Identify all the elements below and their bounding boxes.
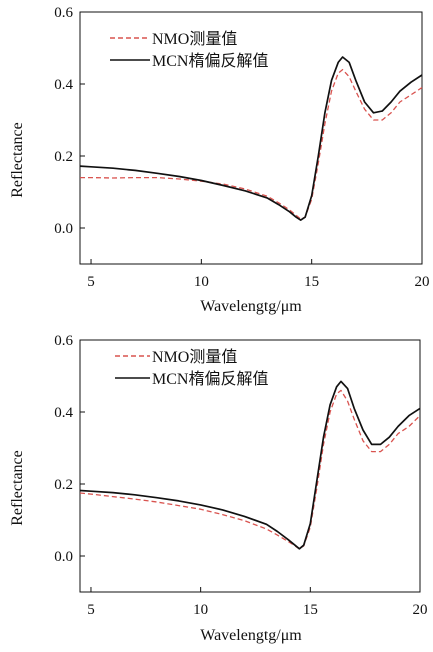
plot-frame bbox=[79, 11, 423, 265]
x-axis-title: Wavelengtg/μm bbox=[200, 298, 302, 315]
x-tick-label: 15 bbox=[303, 602, 318, 618]
series-line-nmo bbox=[80, 68, 423, 220]
x-tick-label: 10 bbox=[193, 602, 208, 618]
x-tick-label: 5 bbox=[87, 602, 95, 618]
y-tick-label: 0.6 bbox=[54, 5, 73, 21]
y-tick-label: 0.4 bbox=[54, 77, 73, 93]
x-axis-title: Wavelengtg/μm bbox=[200, 627, 302, 644]
x-tick-label: 20 bbox=[415, 274, 430, 290]
chart-bottom: Reflectance 0.0 0.2 0.4 0.6 5 10 15 20 NMO测量值 … bbox=[9, 333, 428, 644]
legend-label-nmo: NMO测量值 bbox=[152, 30, 237, 48]
series-layer bbox=[79, 380, 421, 550]
y-tick-label: 0.0 bbox=[54, 549, 73, 565]
x-tick-label: 15 bbox=[304, 274, 319, 290]
y-axis-title: Reflectance bbox=[9, 450, 26, 526]
x-ticks: 5 10 15 20 bbox=[87, 259, 430, 290]
legend: NMO测量值 MCN楕偏反解值 bbox=[110, 30, 268, 70]
y-tick-label: 0.2 bbox=[54, 149, 73, 165]
legend-label-mcn: MCN楕偏反解值 bbox=[152, 52, 268, 70]
y-axis-title: Reflectance bbox=[9, 122, 26, 198]
legend-label-nmo: NMO测量值 bbox=[152, 348, 237, 366]
y-tick-label: 0.4 bbox=[54, 405, 73, 421]
y-tick-label: 0.0 bbox=[54, 221, 73, 237]
y-ticks: 0.0 0.2 0.4 0.6 bbox=[54, 333, 85, 565]
x-tick-label: 5 bbox=[87, 274, 95, 290]
y-tick-label: 0.6 bbox=[54, 333, 73, 349]
x-ticks: 5 10 15 20 bbox=[87, 587, 428, 618]
legend: NMO测量值 MCN楕偏反解值 bbox=[115, 348, 268, 388]
series-line-nmo bbox=[79, 389, 421, 550]
legend-label-mcn: MCN楕偏反解值 bbox=[152, 370, 268, 388]
plot-frame bbox=[79, 339, 421, 593]
x-tick-label: 10 bbox=[194, 274, 209, 290]
series-layer bbox=[79, 56, 423, 221]
series-line-mcn bbox=[79, 380, 421, 550]
series-line-mcn bbox=[79, 56, 423, 221]
y-ticks: 0.0 0.2 0.4 0.6 bbox=[54, 5, 85, 237]
y-tick-label: 0.2 bbox=[54, 477, 73, 493]
chart-top: Reflectance 0.0 0.2 0.4 0.6 5 10 15 20 NMO测量值 … bbox=[9, 5, 430, 315]
x-tick-label: 20 bbox=[413, 602, 428, 618]
